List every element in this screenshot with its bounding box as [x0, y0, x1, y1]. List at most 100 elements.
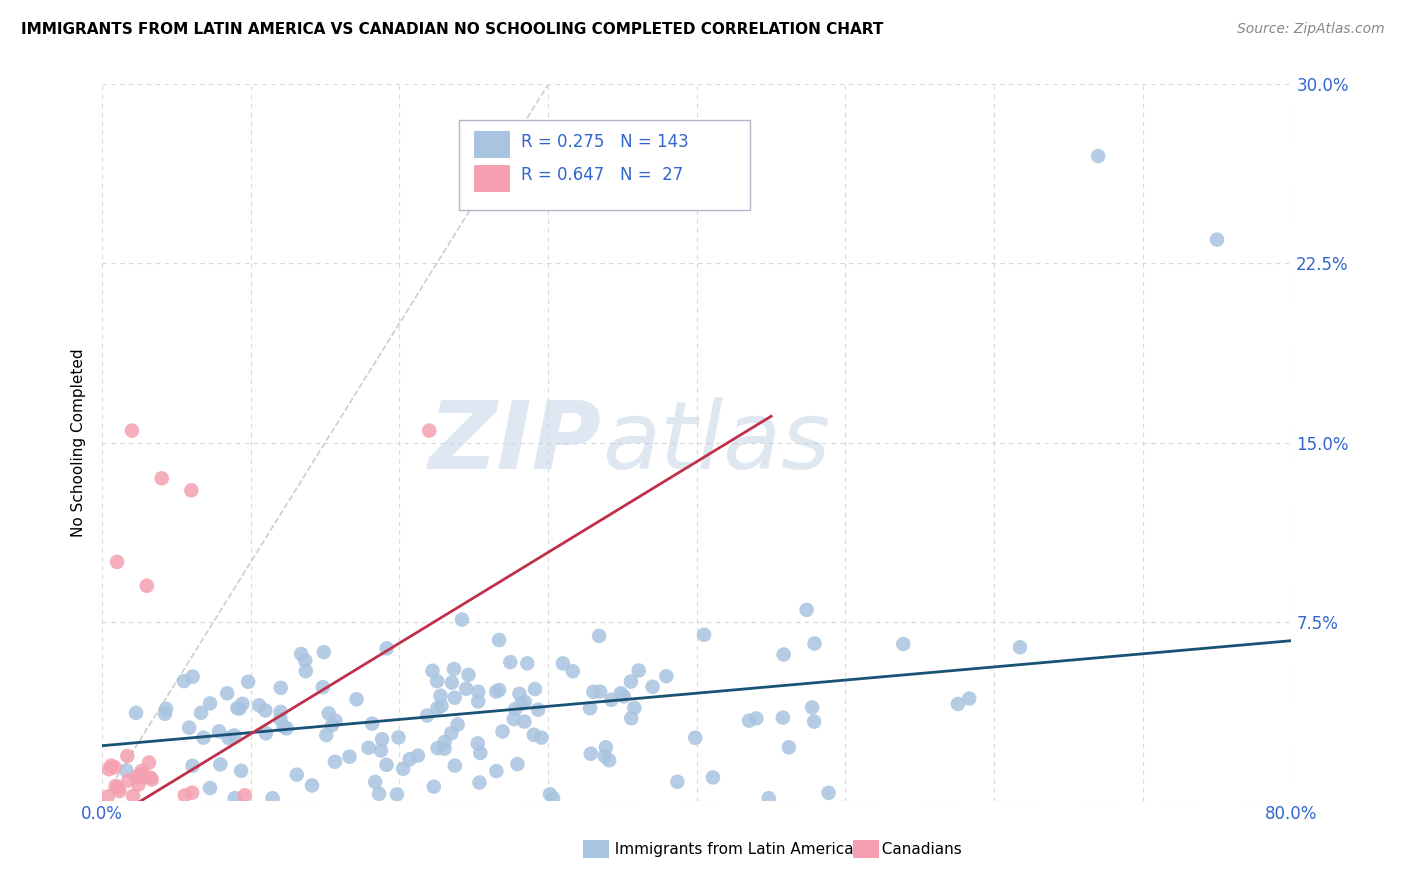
- Point: [440, 726, 463, 740]
- Point: [513, 695, 536, 709]
- Point: [104, 760, 127, 774]
- Point: [1008, 640, 1031, 655]
- Point: [758, 791, 780, 805]
- Point: [269, 712, 291, 726]
- Point: [530, 731, 553, 745]
- Point: [579, 747, 602, 761]
- Point: [357, 740, 380, 755]
- Bar: [474, 165, 510, 192]
- Point: [467, 736, 489, 750]
- Text: IMMIGRANTS FROM LATIN AMERICA VS CANADIAN NO SCHOOLING COMPLETED CORRELATION CHA: IMMIGRANTS FROM LATIN AMERICA VS CANADIA…: [21, 22, 883, 37]
- Point: [131, 767, 153, 781]
- Point: [98, 762, 121, 776]
- Point: [429, 689, 451, 703]
- Point: [115, 764, 138, 778]
- Point: [370, 743, 392, 757]
- Point: [180, 483, 202, 498]
- Point: [238, 674, 260, 689]
- Point: [339, 749, 361, 764]
- Point: [290, 647, 312, 661]
- Point: [104, 779, 127, 793]
- Point: [561, 664, 583, 678]
- Point: [491, 724, 513, 739]
- Point: [392, 762, 415, 776]
- Point: [131, 764, 153, 778]
- Text: ZIP: ZIP: [429, 397, 602, 489]
- Point: [276, 722, 298, 736]
- Point: [301, 779, 323, 793]
- Point: [627, 664, 650, 678]
- Point: [589, 684, 612, 698]
- Point: [226, 701, 249, 715]
- Point: [128, 777, 150, 791]
- Text: R = 0.647   N =  27: R = 0.647 N = 27: [520, 167, 683, 185]
- Point: [443, 690, 465, 705]
- Text: R = 0.275   N = 143: R = 0.275 N = 143: [520, 133, 689, 151]
- Point: [488, 682, 510, 697]
- Bar: [474, 131, 510, 158]
- Point: [683, 731, 706, 745]
- Point: [375, 641, 398, 656]
- Point: [312, 645, 335, 659]
- Point: [499, 655, 522, 669]
- Point: [387, 731, 409, 745]
- Point: [426, 674, 449, 689]
- Point: [233, 789, 256, 803]
- Point: [371, 732, 394, 747]
- Point: [229, 764, 252, 778]
- Point: [891, 637, 914, 651]
- Point: [125, 706, 148, 720]
- Point: [666, 774, 689, 789]
- Point: [523, 728, 546, 742]
- Point: [217, 686, 239, 700]
- Point: [595, 740, 617, 755]
- Point: [502, 712, 524, 726]
- Point: [364, 775, 387, 789]
- Point: [745, 711, 768, 725]
- Point: [468, 775, 491, 789]
- Point: [254, 726, 277, 740]
- Point: [121, 424, 143, 438]
- Point: [488, 633, 510, 648]
- Point: [153, 706, 176, 721]
- Point: [198, 780, 221, 795]
- Point: [294, 664, 316, 678]
- Point: [416, 708, 439, 723]
- Point: [218, 731, 240, 745]
- Point: [254, 703, 277, 717]
- Point: [470, 746, 492, 760]
- Point: [957, 691, 980, 706]
- Point: [117, 773, 139, 788]
- Point: [738, 714, 761, 728]
- Point: [430, 698, 453, 713]
- Point: [593, 749, 616, 764]
- Point: [443, 758, 465, 772]
- Point: [262, 791, 284, 805]
- Point: [323, 755, 346, 769]
- Point: [209, 757, 232, 772]
- Point: [613, 690, 636, 704]
- Point: [325, 714, 347, 728]
- Point: [318, 706, 340, 721]
- Point: [523, 682, 546, 697]
- Point: [620, 711, 643, 725]
- Point: [693, 628, 716, 642]
- Point: [150, 471, 173, 485]
- Point: [541, 791, 564, 805]
- Point: [655, 669, 678, 683]
- Point: [190, 706, 212, 720]
- Point: [579, 701, 602, 715]
- Point: [620, 674, 643, 689]
- FancyBboxPatch shape: [458, 120, 751, 210]
- Point: [406, 748, 429, 763]
- Point: [440, 675, 463, 690]
- Point: [422, 664, 444, 678]
- Point: [551, 657, 574, 671]
- Point: [485, 684, 508, 698]
- Point: [447, 717, 470, 731]
- Point: [224, 728, 246, 742]
- Point: [138, 756, 160, 770]
- Point: [270, 705, 292, 719]
- Point: [510, 697, 533, 711]
- Point: [508, 687, 530, 701]
